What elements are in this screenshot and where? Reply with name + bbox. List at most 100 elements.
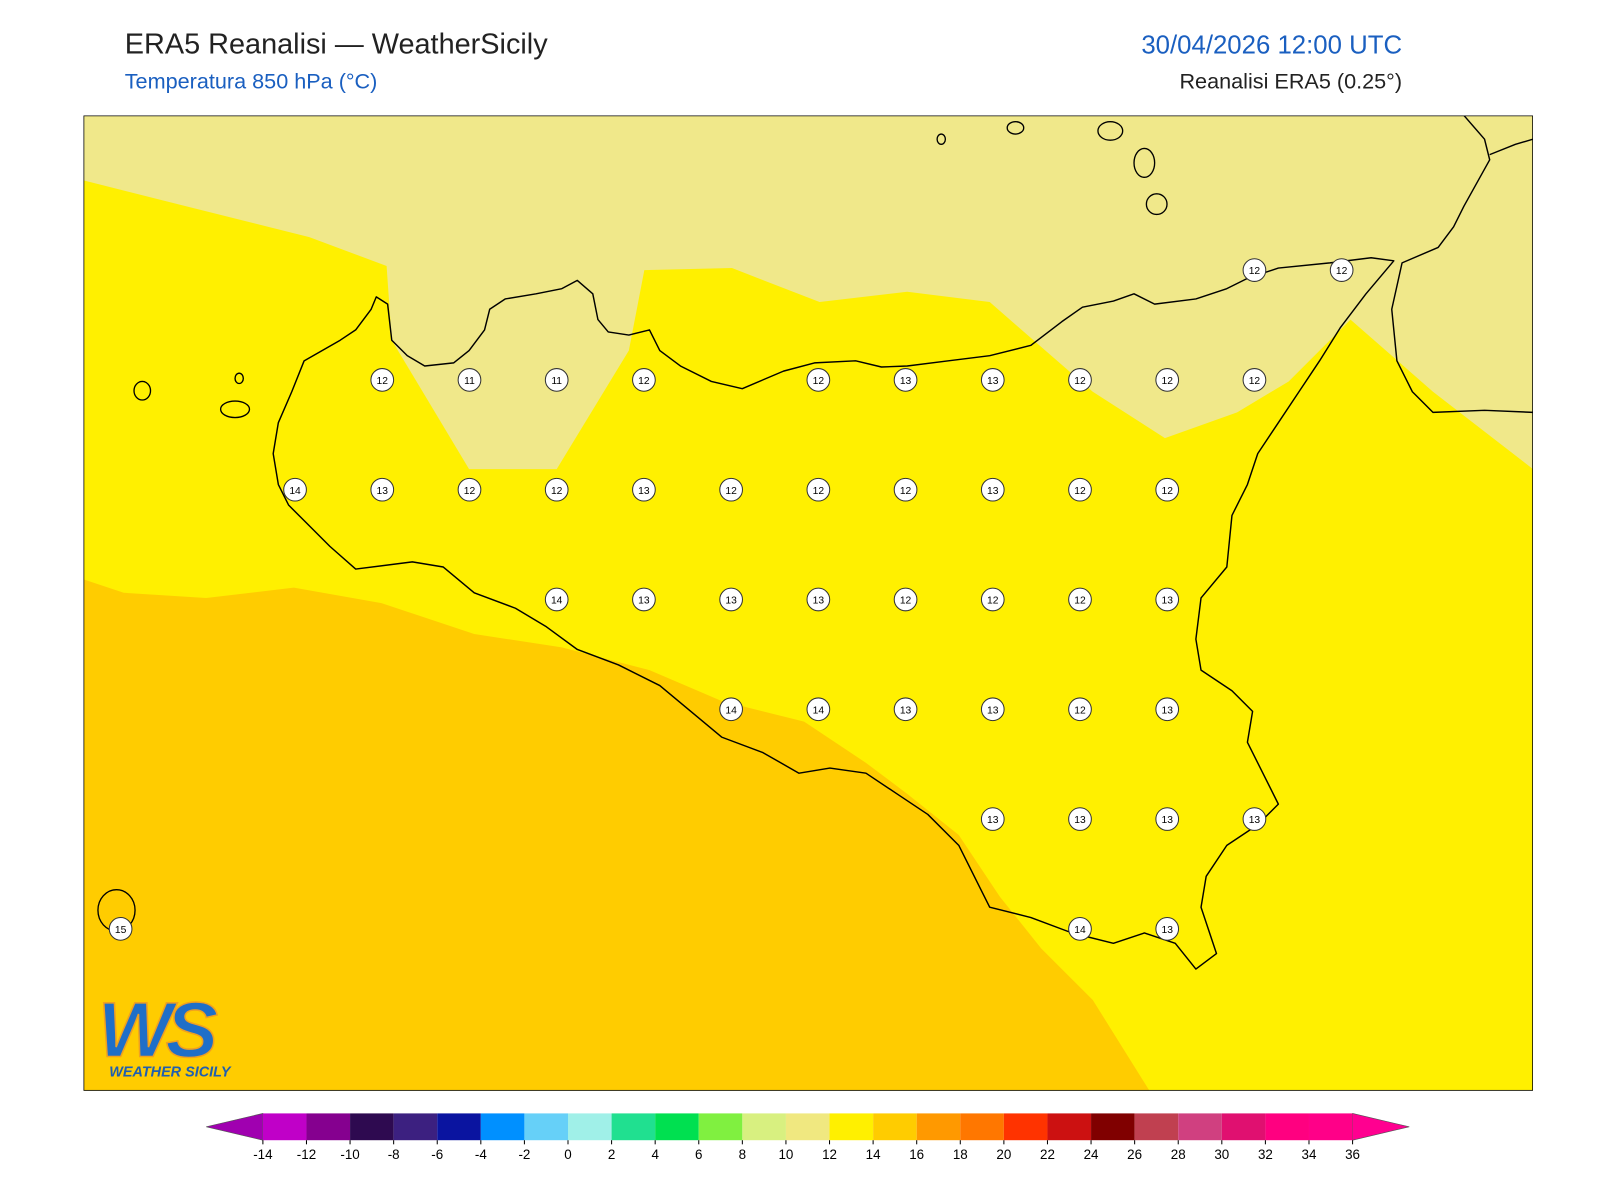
logo-text: WEATHER SICILY (109, 1064, 232, 1080)
station-value: 12 (813, 486, 825, 497)
station-value: 12 (1336, 266, 1348, 277)
station-labels: 12 12 12 11 11 12 12 13 13 12 12 12 14 13 12 12 13 12 12 12… (108, 258, 1354, 941)
colorbar-segment (437, 1113, 481, 1141)
colorbar-tick-label: -6 (431, 1147, 443, 1162)
station-marker (457, 368, 482, 392)
title: ERA5 Reanalisi — WeatherSicily (125, 29, 548, 61)
colorbar-segment (480, 1113, 525, 1141)
station-marker (1068, 587, 1092, 612)
station-value: 13 (1161, 705, 1173, 716)
station-value: 14 (813, 705, 825, 716)
colorbar-segment (350, 1113, 394, 1141)
station-marker (980, 697, 1005, 722)
station-marker (893, 697, 918, 722)
station-marker (544, 368, 569, 392)
station-marker (1155, 917, 1180, 941)
colorbar-tick-label: 22 (1040, 1147, 1055, 1162)
station-marker (1155, 587, 1180, 612)
station-value: 12 (1074, 705, 1086, 716)
station-value: 12 (1074, 596, 1086, 607)
station-marker (1155, 477, 1180, 502)
station-marker (719, 587, 743, 612)
station-value: 13 (987, 705, 999, 716)
station-value: 11 (551, 376, 562, 387)
colorbar-tick-label: 10 (778, 1147, 793, 1162)
station-marker (980, 477, 1005, 502)
station-value: 15 (115, 925, 127, 936)
colorbar-segment (1178, 1113, 1222, 1141)
station-marker (806, 368, 831, 392)
station-marker (1068, 917, 1092, 941)
colorbar-tick-label: -4 (475, 1147, 487, 1162)
station-marker (806, 587, 831, 612)
station-value: 12 (1074, 376, 1086, 387)
colorbar-segment (262, 1113, 307, 1141)
station-value: 11 (464, 376, 475, 387)
station-value: 12 (377, 376, 389, 387)
colorbar-segment (742, 1113, 786, 1141)
colorbar-tick-label: 0 (564, 1147, 571, 1162)
colorbar-segment (1134, 1113, 1179, 1141)
coastline-sicily (272, 257, 1395, 970)
station-value: 13 (900, 705, 912, 716)
colorbar-tick-label: 30 (1214, 1147, 1229, 1162)
colorbar-segment (1003, 1113, 1048, 1141)
colorbar-tick-label: 18 (953, 1147, 968, 1162)
station-marker (1242, 258, 1267, 282)
colorbar-segment (829, 1113, 874, 1141)
station-value: 12 (1161, 376, 1173, 387)
datetime: 30/04/2026 12:00 UTC (1141, 32, 1402, 60)
station-value: 12 (1074, 486, 1086, 497)
colorbar-tick-label: 34 (1302, 1147, 1317, 1162)
colorbar-tick-label: 6 (695, 1147, 702, 1162)
station-value: 12 (900, 596, 912, 607)
station-value: 14 (1074, 925, 1086, 936)
field-14-16 (83, 579, 1150, 1091)
subtitle: Temperatura 850 hPa (°C) (125, 69, 378, 94)
station-marker (457, 477, 482, 502)
station-value: 13 (987, 486, 999, 497)
island (1097, 120, 1124, 141)
colorbar-tick-label: 14 (866, 1147, 881, 1162)
colorbar-segment (698, 1113, 743, 1141)
station-value: 12 (638, 376, 650, 387)
station-marker (632, 587, 656, 612)
island (133, 380, 152, 401)
station-marker (370, 368, 395, 392)
island (1006, 120, 1025, 135)
station-value: 13 (1074, 815, 1086, 826)
station-marker (1068, 697, 1092, 722)
colorbar-tick-label: 4 (651, 1147, 659, 1162)
coastline-calabria (1391, 115, 1533, 414)
station-marker (980, 587, 1005, 612)
colorbar-tick-label: 32 (1258, 1147, 1273, 1162)
station-value: 13 (1161, 925, 1173, 936)
colorbar-tick-label: -12 (297, 1147, 316, 1162)
colorbar-segment (393, 1113, 438, 1141)
station-marker (1242, 368, 1267, 392)
colorbar-tick-label: 28 (1171, 1147, 1186, 1162)
station-marker (544, 587, 569, 612)
island (1145, 193, 1168, 216)
station-marker (806, 477, 831, 502)
colorbar-tick-label: 12 (822, 1147, 837, 1162)
colorbar-tick-label: 24 (1084, 1147, 1099, 1162)
station-value: 12 (1249, 376, 1261, 387)
station-value: 12 (464, 486, 476, 497)
map-area: 12 12 12 11 11 12 12 13 13 12 12 12 14 13 12 12 13 12 12 12… (83, 115, 1533, 1091)
station-marker (806, 697, 831, 722)
colorbar-segment (1308, 1113, 1353, 1141)
island (936, 133, 947, 145)
station-value: 13 (1249, 815, 1261, 826)
colorbar-tick-label: 20 (996, 1147, 1011, 1162)
colorbar-tick-label: 16 (909, 1147, 924, 1162)
colorbar-segment (568, 1113, 612, 1141)
station-value: 13 (638, 486, 650, 497)
colorbar-tick-label: -10 (340, 1147, 359, 1162)
station-marker (370, 477, 395, 502)
station-marker (1068, 807, 1092, 831)
station-value: 12 (987, 596, 999, 607)
colorbar-segment (655, 1113, 699, 1141)
colorbar-segment (1047, 1113, 1092, 1141)
